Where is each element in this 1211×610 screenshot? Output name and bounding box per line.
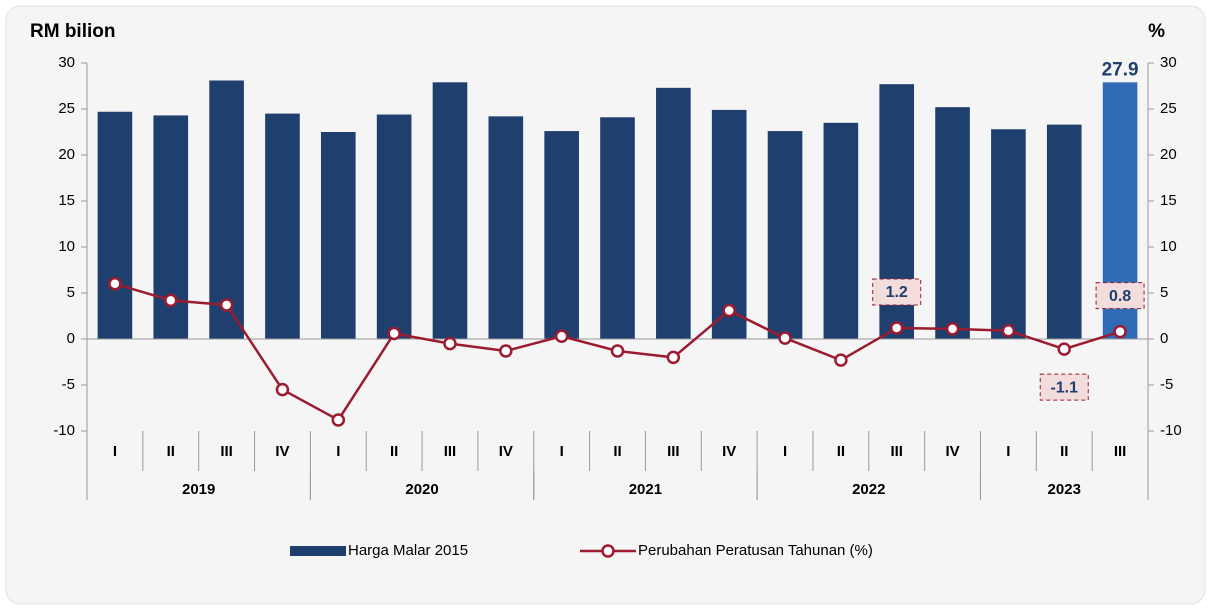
line-marker [834,353,848,367]
bar [376,114,412,340]
line-marker [945,322,960,336]
group-label: 2022 [852,481,885,498]
y2-tick-label: 20 [1160,146,1177,163]
y2-tick-label: 10 [1160,238,1177,255]
y2-tick-label: 30 [1160,54,1177,71]
y2-tick-label: 15 [1160,192,1177,209]
x-tick-label: III [1114,443,1127,460]
y-tick-label: 10 [58,238,75,255]
bar-value-label: 27.9 [1102,59,1139,80]
x-tick-label: I [1006,443,1010,460]
line-marker [219,298,234,312]
legend-marker [601,544,615,558]
line-marker [443,336,457,351]
y-tick-label: -10 [53,422,75,439]
x-tick-label: IV [722,443,736,460]
line-marker [331,413,346,427]
legend-label: Harga Malar 2015 [348,542,468,559]
y2-tick-label: 25 [1160,100,1177,117]
bar [97,111,133,339]
value-label-box [1095,282,1145,310]
line-marker [164,293,178,308]
bar [935,107,970,339]
line-marker [387,326,401,341]
x-tick-label: IV [499,443,513,460]
bar [656,87,691,339]
line-marker [722,303,736,318]
x-tick-label: I [336,443,340,460]
y-tick-label: 25 [58,100,75,117]
y-tick-label: 5 [67,284,75,301]
line-value-label: 0.8 [1109,288,1131,305]
bar [544,131,579,339]
x-tick-label: II [1060,443,1068,460]
value-label-box [872,278,922,306]
line-marker [1057,342,1071,356]
line-marker [108,277,122,291]
bar [320,132,356,339]
y2-tick-label: -5 [1160,376,1173,393]
y-tick-label: 15 [58,192,75,209]
line-value-label: 1.2 [886,284,908,301]
group-label: 2021 [629,481,662,498]
x-tick-label: IV [275,443,289,460]
line-marker [610,344,625,358]
x-tick-label: II [613,443,621,460]
y-tick-label: 0 [67,330,75,347]
line-marker [1113,324,1127,339]
y2-tick-label: 0 [1160,330,1168,347]
x-tick-label: III [667,443,680,460]
bar [991,129,1026,339]
x-tick-label: I [783,443,787,460]
bar [488,116,524,339]
line-value-label: -1.1 [1050,379,1078,396]
bar [823,122,859,339]
bar [767,131,803,339]
line-marker [275,382,290,397]
x-tick-label: II [167,443,175,460]
line-marker [554,329,569,343]
y-tick-label: 30 [58,54,75,71]
y2-axis-title: % [1148,21,1165,42]
line-marker [778,331,792,345]
legend-swatch [290,546,346,556]
y2-tick-label: -10 [1160,422,1182,439]
x-tick-label: I [560,443,564,460]
x-tick-label: III [444,443,457,460]
legend-label: Perubahan Peratusan Tahunan (%) [638,542,873,559]
line-marker [666,350,681,365]
line-marker [889,321,904,335]
value-label-box [1039,373,1089,401]
x-tick-label: IV [945,443,959,460]
y-tick-label: -5 [62,376,75,393]
bar [600,117,635,339]
group-label: 2019 [182,481,215,498]
y-tick-label: 20 [58,146,75,163]
line-marker [499,344,513,358]
bar [209,80,244,339]
bar [1046,124,1082,339]
x-tick-label: III [220,443,233,460]
bar [265,113,300,339]
bar [432,82,468,339]
group-label: 2023 [1048,481,1081,498]
group-label: 2020 [405,481,438,498]
y2-tick-label: 5 [1160,284,1168,301]
y-axis-title: RM bilion [30,21,115,42]
line-marker [1001,323,1016,338]
x-tick-label: II [390,443,398,460]
x-tick-label: III [890,443,903,460]
x-tick-label: I [113,443,117,460]
bar [711,109,747,339]
x-tick-label: II [837,443,845,460]
